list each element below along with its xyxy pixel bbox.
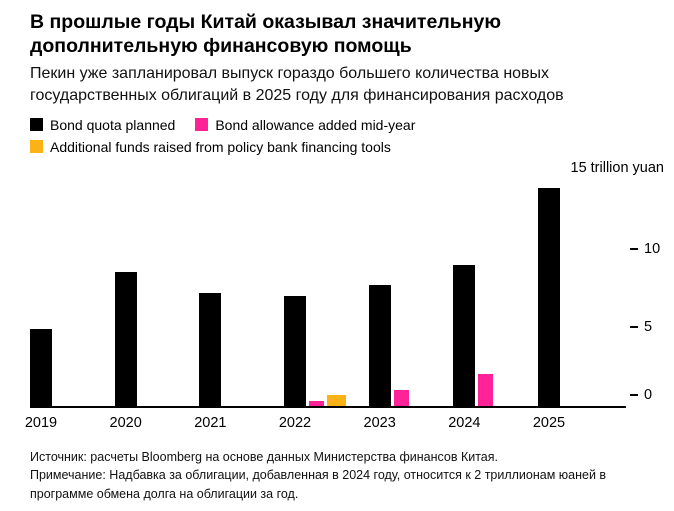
note-text: Примечание: Надбавка за облигации, добав… (30, 468, 607, 502)
x-axis-label: 2025 (532, 414, 566, 431)
y-axis-top-label: 15 trillion yuan (570, 159, 665, 176)
bar-2025-quota (538, 187, 560, 406)
bar-2020-quota (114, 272, 137, 406)
bar-2023-midyear (393, 389, 409, 406)
source-text: Источник: расчеты Bloomberg на основе да… (30, 449, 498, 464)
legend-label: Additional funds raised from policy bank… (50, 138, 391, 155)
bar-group-2021 (199, 171, 222, 406)
y-axis-tick: 10 (626, 241, 660, 257)
bar-2023-quota (368, 284, 391, 406)
tick-dash-icon (630, 247, 638, 250)
bar-group-2020 (114, 171, 137, 406)
legend-swatch-icon (195, 118, 209, 132)
footer: Источник: расчеты Bloomberg на основе да… (30, 448, 664, 504)
x-axis-label: 2023 (363, 414, 396, 431)
bar-2019-quota (30, 328, 52, 406)
y-tick-label: 5 (644, 319, 653, 336)
legend-label: Bond quota planned (50, 116, 176, 133)
plot-area: 15 trillion yuan 0 5 10 (30, 160, 664, 408)
bar-group-2025 (538, 171, 560, 406)
legend-label: Bond allowance added mid-year (215, 116, 416, 133)
bar-2024-quota (453, 264, 476, 406)
legend-swatch-icon (30, 118, 43, 132)
bar-2021-quota (199, 292, 222, 406)
legend-item: Bond allowance added mid-year (195, 117, 415, 133)
y-tick-label: 0 (644, 386, 653, 403)
legend-item: Bond quota planned (30, 117, 175, 133)
legend-swatch-icon (30, 140, 43, 154)
y-axis-tick: 0 (626, 387, 652, 403)
x-axis-labels: 2019 2020 2021 2022 2023 2024 2025 (25, 408, 626, 434)
legend: Bond quota planned Bond allowance added m… (30, 117, 640, 155)
chart-subtitle: Пекин уже запланировал выпуск гораздо бо… (30, 65, 564, 104)
bar-2024-midyear (478, 374, 494, 406)
bar-group-2024 (453, 171, 494, 406)
x-axis-label: 2024 (448, 414, 481, 431)
x-axis-label: 2021 (194, 414, 227, 431)
bar-2022-midyear (309, 400, 324, 406)
bar-2022-policy (327, 394, 346, 406)
x-axis-label: 2020 (109, 414, 142, 431)
tick-dash-icon (630, 326, 638, 329)
x-axis-label: 2019 (24, 414, 58, 431)
chart-title: В прошлые годы Китай оказывал значительн… (30, 11, 501, 58)
y-axis-tick: 5 (626, 319, 652, 335)
tick-dash-icon (630, 393, 638, 396)
bar-group-2019 (30, 171, 52, 406)
bar-group-2022 (284, 171, 346, 406)
bar-2022-quota (284, 295, 306, 406)
x-axis-label: 2022 (278, 414, 312, 431)
legend-item: Additional funds raised from policy bank… (30, 139, 391, 155)
y-tick-label: 10 (644, 240, 661, 257)
bar-group-2023 (368, 171, 409, 406)
bar-chart: 15 trillion yuan 0 5 10 2019 2020 2021 2022 20… (25, 160, 664, 434)
